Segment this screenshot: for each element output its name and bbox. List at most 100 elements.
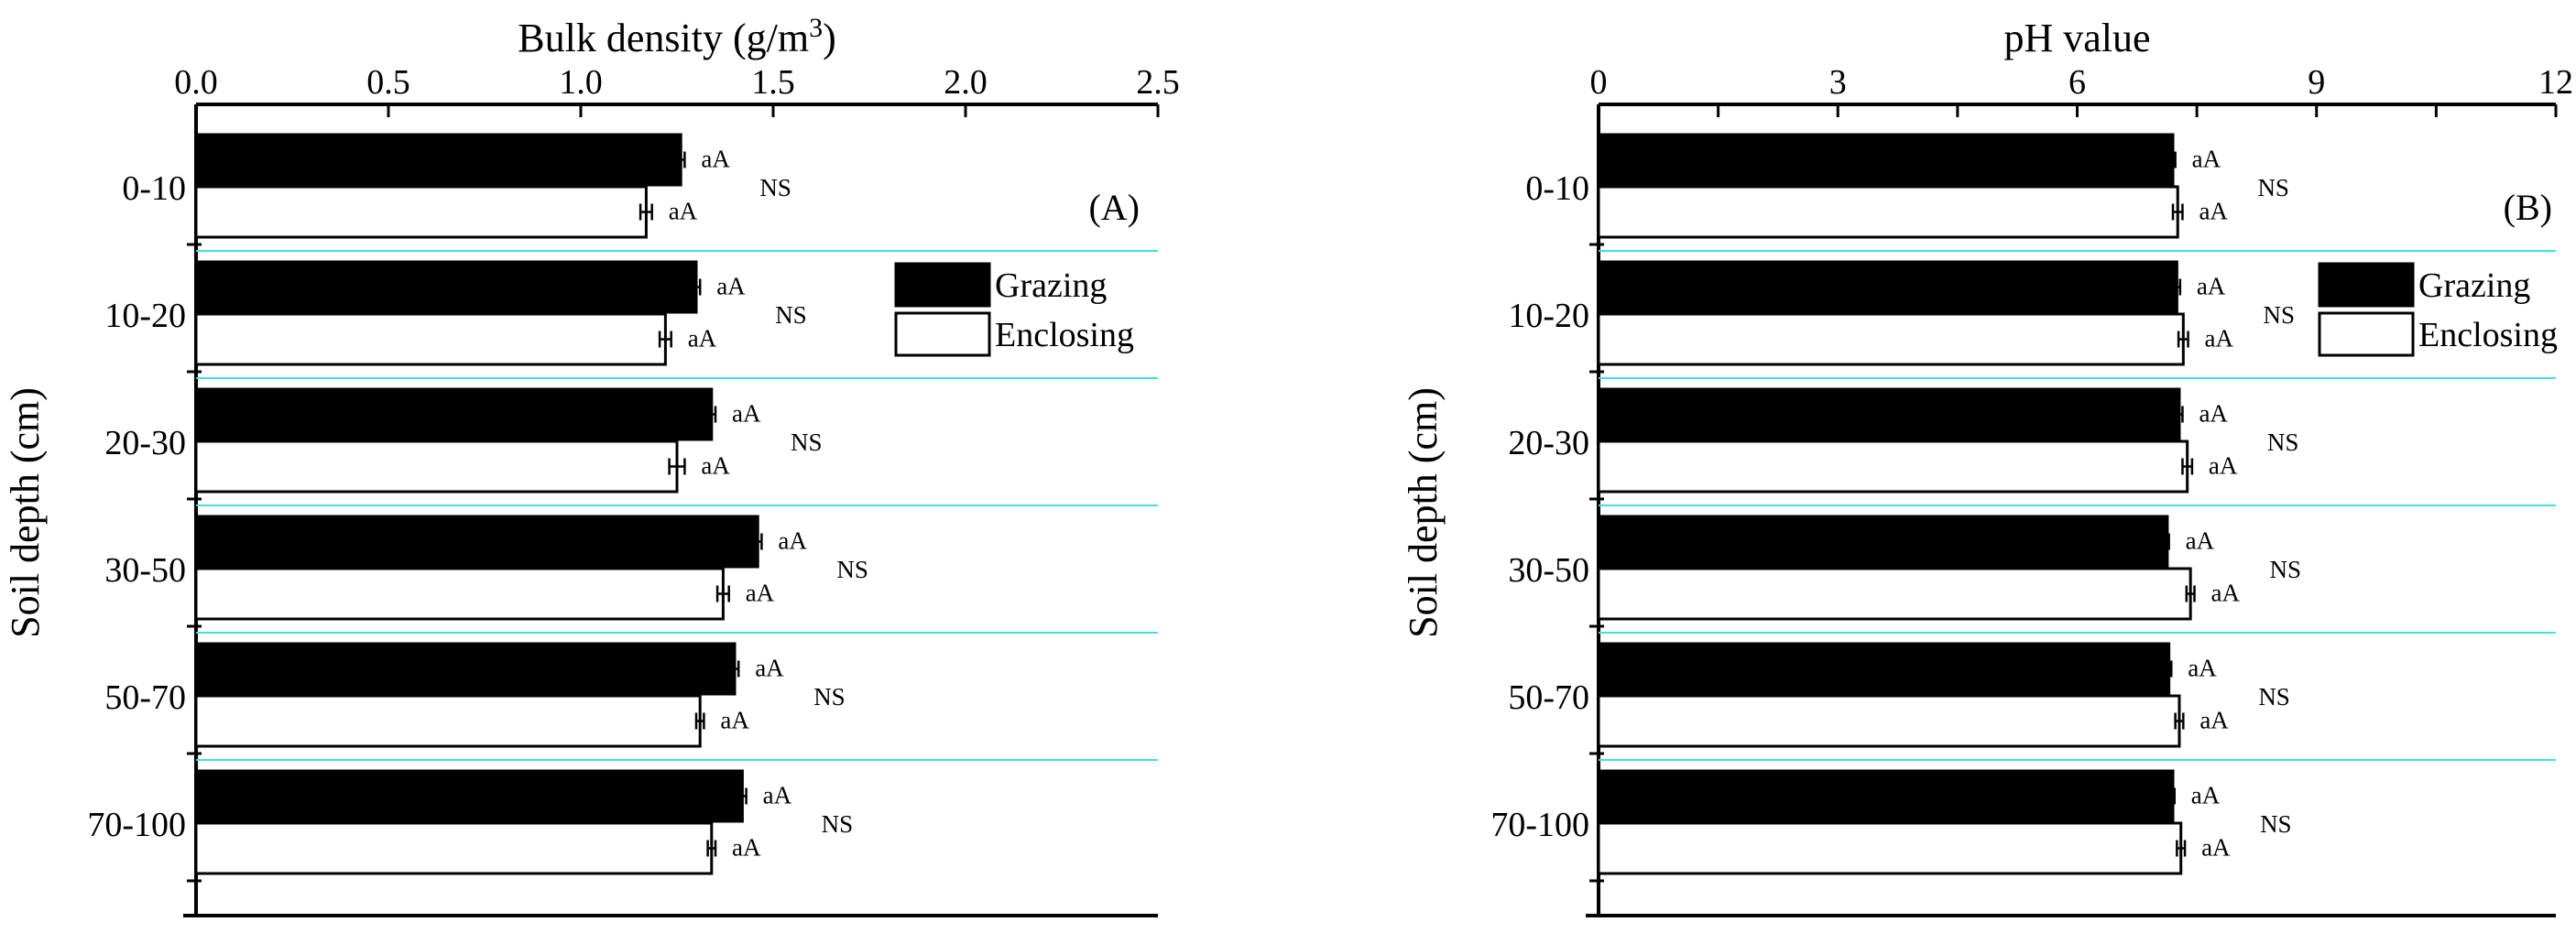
significance-letter: aA — [2205, 325, 2234, 353]
x-tick-label: 0.0 — [174, 63, 218, 102]
x-tick-label: 2.5 — [1136, 63, 1180, 102]
grazing-bar — [1597, 387, 2181, 441]
legend-label-enclosing: Enclosing — [995, 316, 1134, 354]
significance-letter: aA — [2191, 782, 2221, 809]
significance-letter: aA — [2186, 527, 2215, 555]
x-tick-label: 9 — [2308, 63, 2325, 102]
legend-swatch-enclosing — [894, 311, 991, 357]
significance-letter: aA — [746, 580, 775, 607]
enclosing-bar — [194, 439, 679, 494]
grazing-bar — [194, 133, 682, 187]
ns-label: NS — [2260, 810, 2292, 838]
enclosing-bar — [1597, 821, 2183, 875]
legend-swatch-grazing — [2318, 262, 2415, 308]
significance-letter: aA — [669, 198, 698, 225]
category-label: 20-30 — [1508, 424, 1589, 462]
x-axis-title-suffix: ) — [823, 16, 836, 60]
panel-label: (A) — [1088, 187, 1140, 228]
enclosing-bar — [1597, 567, 2192, 621]
category-label: 20-30 — [104, 424, 186, 462]
category-label: 0-10 — [1525, 169, 1589, 208]
significance-letter: aA — [2209, 452, 2238, 480]
ns-label: NS — [2264, 301, 2296, 329]
grazing-bar — [1597, 260, 2178, 314]
ns-label: NS — [2258, 683, 2290, 711]
x-axis-title-superscript: 3 — [809, 13, 823, 43]
significance-letter: aA — [2197, 273, 2226, 300]
enclosing-bar — [194, 821, 714, 875]
x-axis-title: Bulk density (g/m3) — [518, 13, 835, 60]
ns-label: NS — [759, 174, 791, 201]
ns-label: NS — [775, 301, 807, 329]
enclosing-bar — [1597, 185, 2179, 239]
grazing-bar — [1597, 133, 2175, 187]
ns-label: NS — [2267, 429, 2299, 456]
panel-b-chart: 0 3 6 9 12 pH value Soil depth (cm) (B) 0-10 aA aA… — [1401, 16, 2573, 917]
grazing-bar — [194, 387, 714, 441]
significance-letter: aA — [2211, 580, 2241, 607]
y-axis-title: Soil depth (cm) — [1401, 387, 1446, 638]
ns-label: NS — [2257, 174, 2289, 201]
enclosing-bar — [194, 567, 725, 621]
significance-letter: aA — [701, 452, 730, 480]
category-label: 10-20 — [1508, 297, 1589, 335]
x-axis-title: pH value — [2003, 16, 2150, 60]
grazing-bar — [194, 642, 737, 696]
enclosing-bar — [194, 694, 702, 748]
x-tick-label: 0 — [1590, 63, 1608, 102]
category-label: 50-70 — [104, 678, 186, 717]
category-label: 0-10 — [122, 169, 186, 208]
ns-label: NS — [791, 429, 823, 456]
ns-label: NS — [2270, 556, 2302, 583]
ns-label: NS — [822, 810, 854, 838]
enclosing-bar — [1597, 439, 2189, 494]
grazing-bar — [194, 260, 698, 314]
legend-label-enclosing: Enclosing — [2418, 316, 2558, 354]
significance-letter: aA — [778, 527, 807, 555]
significance-letter: aA — [2199, 400, 2228, 428]
ns-label: NS — [813, 683, 846, 711]
x-axis-title-text: pH value — [2003, 16, 2150, 60]
legend-label-grazing: Grazing — [2418, 266, 2530, 305]
category-label: 70-100 — [1490, 806, 1589, 844]
significance-letter: aA — [755, 655, 784, 682]
significance-letter: aA — [2199, 707, 2229, 734]
significance-letter: aA — [2201, 834, 2231, 862]
grazing-bar — [1597, 769, 2175, 823]
category-label: 30-50 — [104, 551, 186, 590]
enclosing-bar — [194, 312, 667, 366]
grazing-bar — [1597, 642, 2171, 696]
grazing-bar — [194, 769, 744, 823]
legend-label-grazing: Grazing — [995, 266, 1107, 305]
significance-letter: aA — [732, 400, 761, 428]
x-tick-label: 6 — [2068, 63, 2086, 102]
category-label: 10-20 — [104, 297, 186, 335]
enclosing-bar — [194, 185, 648, 239]
x-tick-label: 1.5 — [751, 63, 795, 102]
legend-swatch-grazing — [894, 262, 991, 308]
enclosing-bar — [1597, 312, 2185, 366]
significance-letter: aA — [2199, 198, 2228, 225]
x-axis-title-text: Bulk density (g/m — [518, 16, 809, 60]
significance-letter: aA — [701, 146, 730, 173]
x-tick-label: 3 — [1829, 63, 1847, 102]
significance-letter: aA — [763, 782, 792, 809]
panel-label: (B) — [2504, 187, 2552, 228]
category-label: 50-70 — [1508, 678, 1589, 717]
significance-letter: aA — [2188, 655, 2217, 682]
x-tick-label: 0.5 — [366, 63, 410, 102]
significance-letter: aA — [732, 834, 761, 862]
legend-swatch-enclosing — [2318, 311, 2415, 357]
y-axis-title: Soil depth (cm) — [3, 387, 48, 638]
x-tick-label: 12 — [2538, 63, 2573, 102]
x-tick-label: 2.0 — [944, 63, 988, 102]
x-tick-label: 1.0 — [559, 63, 603, 102]
ns-label: NS — [836, 556, 868, 583]
grazing-bar — [1597, 515, 2169, 569]
significance-letter: aA — [2192, 146, 2221, 173]
enclosing-bar — [1597, 694, 2181, 748]
significance-letter: aA — [688, 325, 717, 353]
significance-letter: aA — [716, 273, 746, 300]
significance-letter: aA — [720, 707, 749, 734]
